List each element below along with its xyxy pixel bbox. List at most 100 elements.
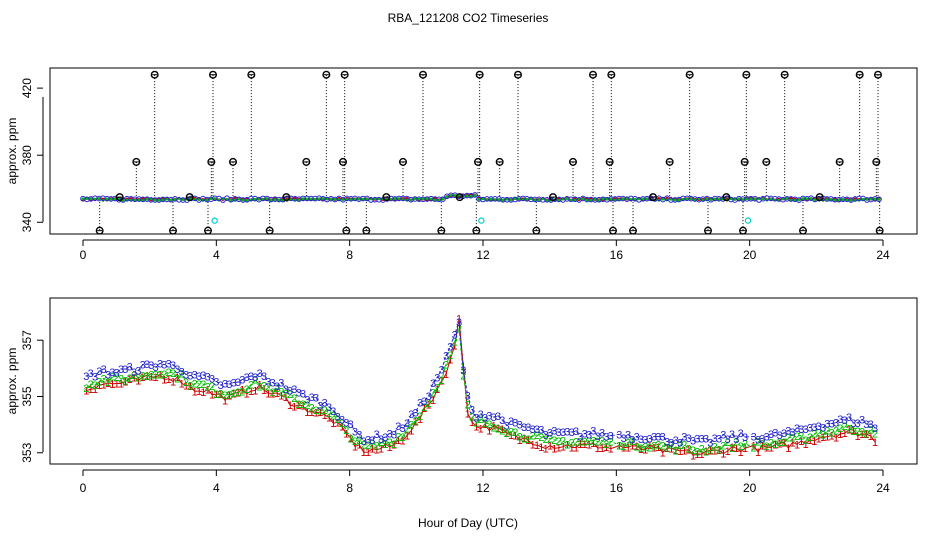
bottom-series-point: 1	[157, 370, 163, 382]
bottom-series-point: 2	[673, 445, 679, 457]
bottom-series-point: 1	[330, 418, 336, 430]
bottom-series-point: 2	[859, 426, 865, 438]
bottom-series-point: 1	[148, 372, 154, 384]
top-series-point	[769, 197, 773, 201]
top-series-point	[92, 195, 98, 201]
bottom-series-point: 2	[356, 435, 362, 447]
bottom-series-point: 1	[434, 384, 440, 396]
top-series-point	[733, 198, 737, 201]
top-series-point	[544, 197, 550, 203]
bottom-series-point: 3	[716, 434, 722, 446]
top-series-point	[729, 197, 733, 201]
top-series-point	[356, 196, 362, 202]
bottom-series-point: 2	[720, 440, 726, 452]
bottom-series-point: 2	[313, 405, 319, 417]
bottom-series-point: 2	[148, 369, 154, 381]
bottom-x-tick-label: 20	[743, 481, 757, 495]
top-series-point	[784, 196, 790, 202]
top-series-point	[592, 197, 598, 203]
bottom-series-point: 3	[690, 436, 696, 448]
top-series-point	[661, 197, 665, 201]
bottom-series-point: 3	[101, 364, 107, 376]
bottom-series-point: 1	[192, 386, 198, 398]
bottom-series-point: 3	[759, 433, 765, 445]
bottom-series-point: 3	[560, 427, 566, 439]
bottom-series-point: 2	[131, 370, 137, 382]
top-series-point	[537, 198, 541, 202]
bottom-series-point: 1	[573, 443, 579, 455]
bottom-series-point: 1	[83, 386, 89, 398]
bottom-series-point: 3	[148, 360, 154, 372]
bottom-series-point: 2	[547, 433, 553, 445]
top-series-point	[145, 197, 149, 201]
top-series-point	[393, 197, 397, 200]
top-series-point	[572, 196, 578, 203]
bottom-series-point: 2	[499, 425, 505, 437]
bottom-series-point: 1	[716, 445, 722, 457]
top-series-point	[321, 197, 325, 200]
top-series-point	[648, 195, 654, 202]
bottom-series-point: 1	[768, 442, 774, 454]
bottom-series-point: 2	[820, 430, 826, 442]
bottom-series-point: 3	[196, 371, 202, 383]
top-outlier-point	[815, 193, 824, 202]
top-outlier-point	[168, 226, 177, 235]
bottom-series-point: 2	[283, 388, 289, 400]
bottom-series-point: 3	[205, 371, 211, 383]
top-series-point	[292, 195, 298, 202]
bottom-series-point: 2	[755, 437, 761, 449]
bottom-series-point: 2	[621, 441, 627, 453]
top-series-point	[801, 197, 805, 200]
top-outlier-point	[132, 157, 141, 166]
top-series-point	[241, 198, 245, 202]
top-series-point	[749, 197, 753, 201]
bottom-series-point: 3	[525, 422, 531, 434]
bottom-series-point: 1	[759, 440, 765, 452]
bottom-series-point: 1	[179, 378, 185, 390]
top-series-point	[389, 198, 393, 201]
bottom-series-point: 3	[603, 431, 609, 443]
bottom-series-point: 3	[270, 377, 276, 389]
bottom-series-point: 1	[361, 447, 367, 459]
bottom-series-point: 3	[248, 371, 254, 383]
top-series-point	[640, 196, 646, 202]
top-series-point	[716, 195, 722, 202]
bottom-series-point: 1	[634, 441, 640, 453]
bottom-series-point: 3	[417, 397, 423, 409]
bottom-series-point: 3	[534, 424, 540, 436]
bottom-series-point: 2	[603, 439, 609, 451]
bottom-series-point: 2	[244, 384, 250, 396]
top-series-point	[685, 197, 689, 201]
bottom-series-point: 1	[447, 354, 453, 366]
bottom-series-point: 1	[335, 417, 341, 429]
bottom-series-point: 1	[764, 442, 770, 454]
bottom-series-point: 2	[218, 389, 224, 401]
top-series-point	[133, 198, 137, 202]
top-outlier-point	[419, 70, 428, 79]
bottom-series-point: 1	[564, 440, 570, 452]
top-series-point	[525, 197, 529, 201]
top-series-point	[157, 198, 161, 202]
bottom-series-point: 3	[473, 412, 479, 424]
bottom-series-point: 3	[404, 418, 410, 430]
bottom-series-point: 1	[725, 446, 731, 458]
bottom-series-point: 3	[343, 418, 349, 430]
bottom-series-point: 2	[166, 367, 172, 379]
bottom-series-point: 3	[569, 427, 575, 439]
bottom-series-point: 1	[872, 437, 878, 449]
top-series-point	[325, 197, 329, 201]
top-series-point	[673, 198, 677, 202]
top-series-point	[588, 196, 594, 203]
top-series-point	[104, 195, 110, 202]
x-axis-label: Hour of Day (UTC)	[418, 516, 518, 530]
bottom-series-point: 1	[582, 439, 588, 451]
bottom-series-point: 2	[473, 418, 479, 430]
top-series-point	[564, 196, 570, 202]
top-cyan-point	[478, 217, 485, 224]
bottom-series-point: 3	[499, 415, 505, 427]
bottom-series-point: 2	[339, 418, 345, 430]
top-series-point	[713, 197, 717, 201]
bottom-series-point: 2	[807, 432, 813, 444]
top-series-point	[297, 198, 301, 202]
